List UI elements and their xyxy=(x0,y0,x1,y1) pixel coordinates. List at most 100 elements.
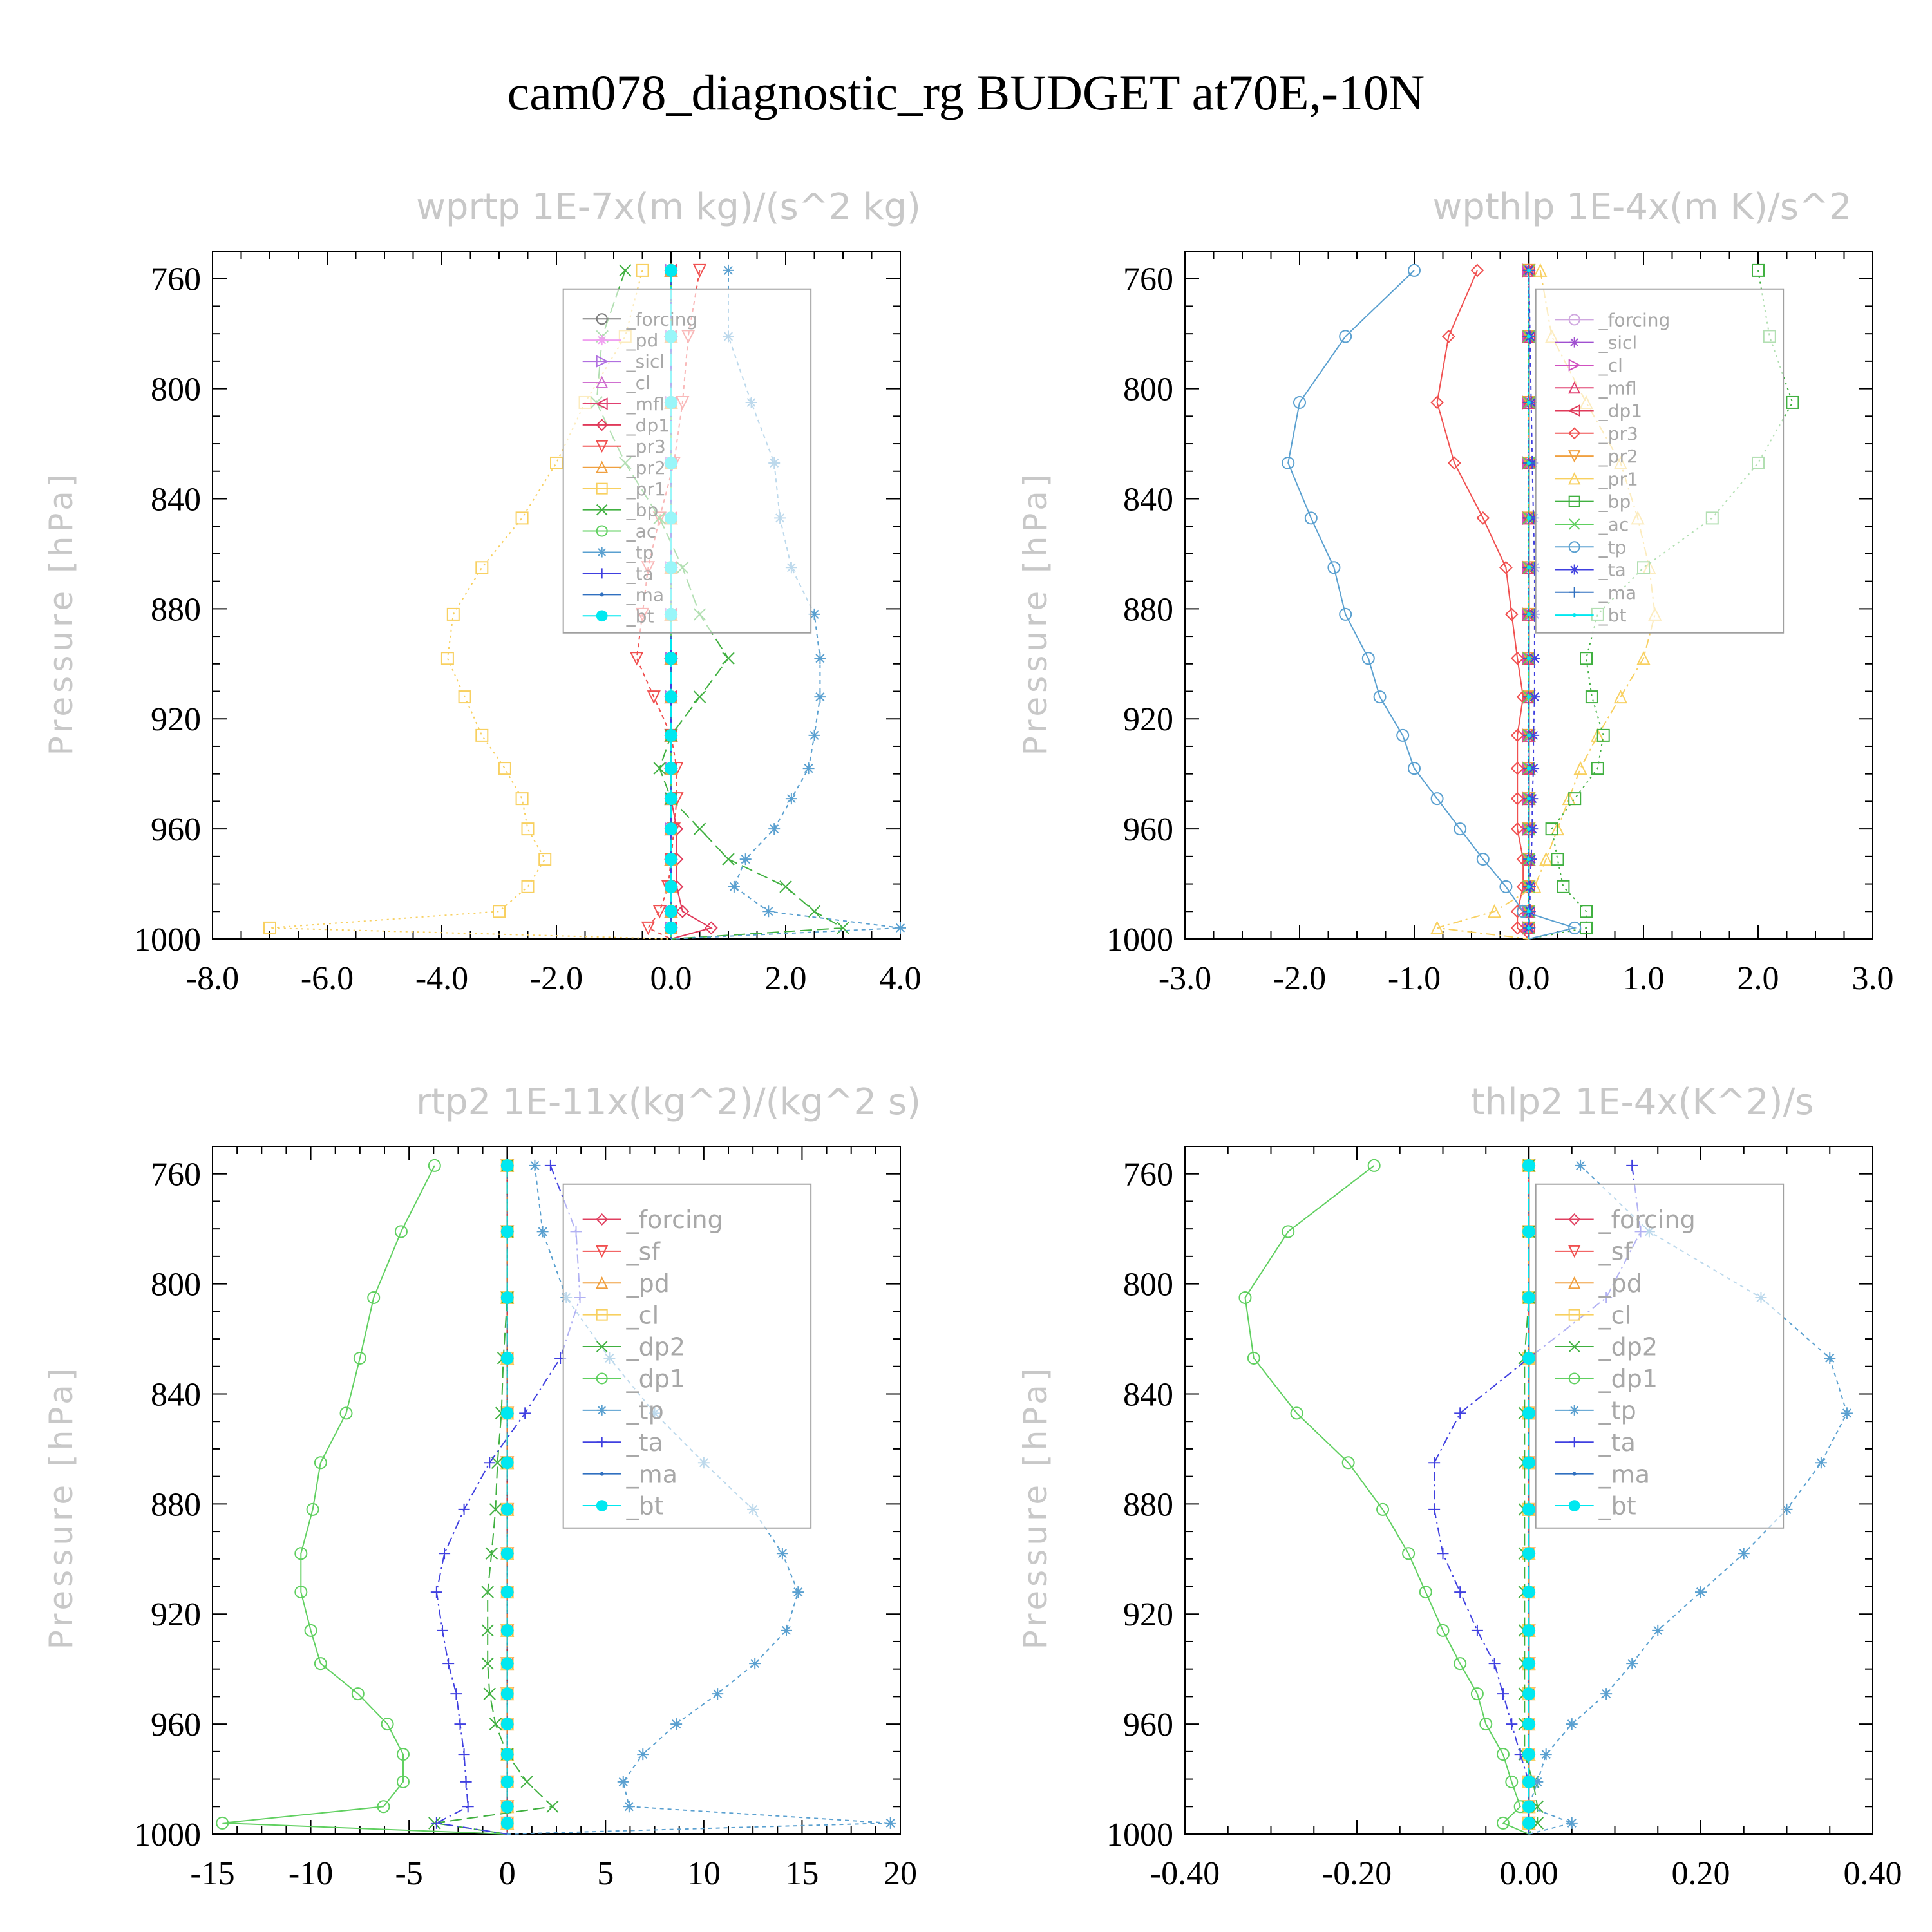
series-bt xyxy=(1527,268,1531,939)
plot-area: 760 800 840 880 920 960 1000-3.0 -2.0 -1.0 0.0 1.0… xyxy=(1106,251,1894,997)
legend-marker xyxy=(1568,381,1581,394)
data-point xyxy=(1506,1718,1518,1730)
series-line xyxy=(507,1165,891,1835)
data-point xyxy=(1522,1159,1535,1172)
y-tick-label: 880 xyxy=(1123,591,1173,628)
data-point xyxy=(1522,1687,1535,1701)
data-point xyxy=(1327,561,1341,574)
data-point xyxy=(692,263,707,278)
data-point xyxy=(1568,921,1582,934)
data-point xyxy=(623,1801,635,1813)
data-point xyxy=(723,264,734,276)
data-point xyxy=(1510,651,1524,665)
data-point xyxy=(1476,853,1490,866)
data-point xyxy=(749,1658,761,1670)
data-point xyxy=(1575,1159,1587,1171)
data-point xyxy=(1454,1657,1467,1671)
data-point xyxy=(500,1456,514,1470)
data-point xyxy=(381,1718,394,1731)
data-point xyxy=(1522,1503,1535,1516)
series-line xyxy=(434,1165,554,1835)
data-point xyxy=(263,921,276,934)
data-point xyxy=(481,1657,494,1670)
data-point xyxy=(637,1748,649,1761)
data-point xyxy=(1522,1800,1535,1814)
data-point xyxy=(665,853,677,866)
data-point xyxy=(521,880,535,893)
y-tick-label: 880 xyxy=(151,1486,201,1523)
data-point xyxy=(1781,1503,1793,1515)
data-point xyxy=(306,1502,319,1516)
data-point xyxy=(1496,1816,1510,1830)
legend-marker xyxy=(1568,495,1580,507)
data-point xyxy=(1499,560,1513,574)
legend-marker xyxy=(1572,1472,1577,1476)
legend-label: _mfl xyxy=(1598,377,1637,399)
y-tick-label: 920 xyxy=(1123,1596,1173,1633)
x-tick-label: -2.0 xyxy=(530,960,583,997)
legend-item: _bt xyxy=(1555,1492,1636,1520)
legend-item: _dp1 xyxy=(1555,401,1642,422)
data-point xyxy=(665,264,677,277)
legend-item: _tp xyxy=(582,542,654,564)
legend-label: _forcing xyxy=(626,1206,723,1234)
legend-item: _bt xyxy=(1555,605,1626,626)
legend-label: _dp1 xyxy=(1598,401,1642,422)
data-point xyxy=(762,905,775,918)
data-point xyxy=(515,792,529,806)
legend-marker xyxy=(596,1372,608,1385)
data-point xyxy=(440,652,454,665)
data-point xyxy=(693,822,706,835)
data-point xyxy=(728,880,740,893)
x-tick-label: 0.40 xyxy=(1844,1855,1902,1892)
legend-marker xyxy=(596,525,608,537)
data-point xyxy=(1527,516,1531,520)
series-line xyxy=(1528,270,1535,939)
data-point xyxy=(1361,652,1375,665)
legend-label: _pd xyxy=(626,330,659,351)
y-tick-label: 880 xyxy=(151,591,201,628)
data-point xyxy=(1408,263,1421,277)
x-tick-label: -4.0 xyxy=(415,960,468,997)
legend-label: _sf xyxy=(1598,1238,1634,1266)
legend-label: _tp xyxy=(626,542,654,564)
y-tick-label: 1000 xyxy=(1106,922,1173,958)
y-tick-label: 800 xyxy=(151,1267,201,1303)
legend-item: _ma xyxy=(1555,582,1636,603)
legend-label: _cl xyxy=(626,1301,659,1329)
series-bt xyxy=(500,1159,514,1834)
data-point xyxy=(1396,728,1410,742)
data-point xyxy=(1522,1657,1535,1671)
y-axis-label: Pressure [hPa] xyxy=(43,1365,80,1650)
data-point xyxy=(439,1548,451,1560)
legend-item: _bt xyxy=(582,605,654,627)
data-point xyxy=(1527,884,1531,889)
legend-label: _sf xyxy=(626,1238,661,1266)
legend-marker xyxy=(596,547,607,558)
legend-label: _dp2 xyxy=(1598,1333,1658,1361)
data-point xyxy=(785,793,797,805)
x-tick-label: -3.0 xyxy=(1159,960,1211,997)
panel-title: rtp2 1E-11x(kg^2)/(kg^2 s) xyxy=(416,1081,921,1123)
data-point xyxy=(1568,792,1582,806)
x-tick-label: 15 xyxy=(785,1855,819,1892)
data-point xyxy=(491,1456,504,1469)
data-point xyxy=(1522,1775,1535,1788)
legend-label: _pr2 xyxy=(1598,446,1638,467)
legend-marker xyxy=(596,335,607,346)
legend-label: _pr1 xyxy=(626,478,666,500)
y-tick-label: 920 xyxy=(151,1596,201,1633)
data-point xyxy=(314,1456,327,1470)
legend-box xyxy=(562,1183,812,1529)
legend-marker xyxy=(596,440,609,453)
x-tick-label: -2.0 xyxy=(1273,960,1326,997)
data-point xyxy=(1626,1658,1638,1670)
data-point xyxy=(1522,1225,1535,1238)
legend-item: _ta xyxy=(582,563,654,584)
data-point xyxy=(484,1457,496,1469)
x-tick-label: 20 xyxy=(884,1855,917,1892)
legend-item: _ma xyxy=(1555,1460,1650,1488)
data-point xyxy=(629,652,644,666)
legend-marker xyxy=(1569,337,1580,348)
legend-marker xyxy=(1569,564,1580,575)
